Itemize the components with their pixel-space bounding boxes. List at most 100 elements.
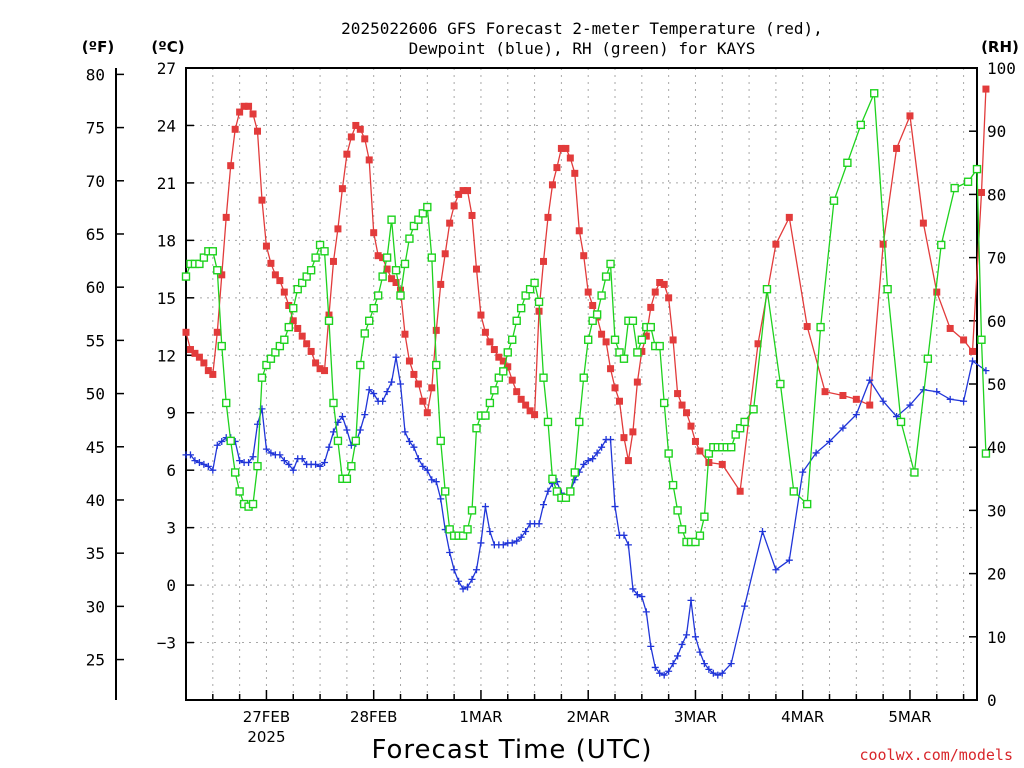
temperature-point [602, 338, 610, 346]
dewpoint-point [464, 583, 472, 591]
dewpoint-point [714, 671, 722, 679]
temperature-point [566, 154, 574, 162]
rh-point [222, 398, 231, 408]
fahrenheit-tick-label: 30 [86, 597, 105, 616]
temperature-point [218, 271, 226, 279]
rh-point [365, 316, 374, 325]
temperature-point [379, 254, 387, 262]
rh-point [963, 177, 973, 186]
dewpoint-point [946, 395, 954, 403]
temperature-point [352, 121, 360, 129]
rh-point [668, 480, 678, 490]
temperature-point [481, 328, 489, 336]
rh-point [870, 89, 879, 98]
dewpoint-point [405, 437, 413, 445]
dewpoint-point [660, 671, 668, 679]
fahrenheit-tick-label: 25 [86, 651, 105, 670]
rh-point [217, 341, 226, 351]
rh-point [691, 537, 700, 547]
temperature-point [513, 388, 521, 396]
dewpoint-point [620, 531, 628, 539]
rh-point [584, 335, 593, 344]
temperature-point [365, 156, 373, 164]
temperature-point [410, 370, 418, 378]
temperature-point [490, 346, 498, 354]
dewpoint-point [580, 460, 588, 468]
dewpoint-point [705, 665, 713, 673]
temperature-point [285, 301, 293, 309]
rh-point [266, 354, 276, 363]
rh-point [351, 436, 361, 446]
dewpoint-point [508, 539, 516, 547]
rh-point [937, 240, 946, 250]
temperature-point [361, 135, 369, 143]
rh-point [373, 291, 383, 300]
rh-tick-label: 0 [987, 691, 997, 710]
temperature-point [620, 434, 628, 442]
rh-point [637, 335, 647, 344]
temperature-point [338, 185, 346, 193]
dewpoint-point [285, 460, 293, 468]
dewpoint-point [200, 460, 208, 468]
dewpoint-point [651, 663, 659, 671]
celsius-tick-label: −3 [157, 634, 176, 653]
temperature-point [977, 188, 985, 196]
dewpoint-point [437, 495, 445, 503]
temperature-point [803, 323, 811, 331]
dewpoint-point [598, 443, 606, 451]
rh-point [539, 373, 548, 382]
rh-point [516, 303, 526, 313]
dewpoint-point [459, 585, 467, 593]
temperature-point [575, 227, 583, 235]
rh-point [673, 506, 682, 515]
temperature-point [522, 401, 530, 409]
rh-point [575, 417, 584, 427]
temperature-point [249, 110, 257, 118]
temperature-point [615, 397, 623, 405]
celsius-tick-label: 6 [166, 461, 176, 480]
dewpoint-point [414, 455, 422, 463]
rh-point [414, 215, 423, 224]
temperature-point [866, 401, 874, 409]
dewpoint-point [522, 527, 530, 535]
temperature-point [200, 359, 208, 367]
fahrenheit-unit-label: (ºF) [82, 38, 114, 56]
rh-tick-label: 20 [987, 565, 1006, 584]
temperature-point [508, 376, 516, 384]
rh-point [248, 499, 258, 509]
dewpoint-point [383, 388, 391, 396]
rh-point [360, 329, 369, 338]
chart-title-line-1: 2025022606 GFS Forecast 2-meter Temperat… [341, 19, 823, 38]
temperature-point [633, 378, 641, 386]
dewpoint-point [879, 397, 887, 405]
temperature-point [450, 202, 458, 210]
rh-point [677, 525, 687, 534]
rh-point [423, 202, 432, 212]
temperature-point [464, 187, 472, 195]
temperature-point [674, 390, 682, 398]
dewpoint-point [486, 527, 494, 535]
rh-point [387, 215, 396, 224]
temperature-point [441, 250, 449, 258]
dewpoint-point [687, 596, 695, 604]
dewpoint-point [799, 468, 807, 476]
x-axis-label: Forecast Time (UTC) [371, 735, 652, 765]
dewpoint-point [678, 640, 686, 648]
temperature-point [718, 460, 726, 468]
rh-point [302, 272, 311, 281]
dewpoint-point [517, 533, 525, 541]
dewpoint-point [772, 566, 780, 574]
x-tick-year-label: 2025 [247, 728, 285, 746]
dewpoint-point [267, 449, 275, 457]
rh-point [695, 531, 705, 540]
rh-point [405, 234, 414, 243]
temperature-point [374, 252, 382, 260]
dewpoint-point [321, 459, 329, 467]
rh-point [552, 487, 562, 496]
dewpoint-point [236, 457, 244, 465]
dewpoint-point [906, 401, 914, 409]
rh-point [883, 285, 892, 294]
dewpoint-point [423, 466, 431, 474]
chart-title-line-2: Dewpoint (blue), RH (green) for KAYS [409, 39, 756, 58]
